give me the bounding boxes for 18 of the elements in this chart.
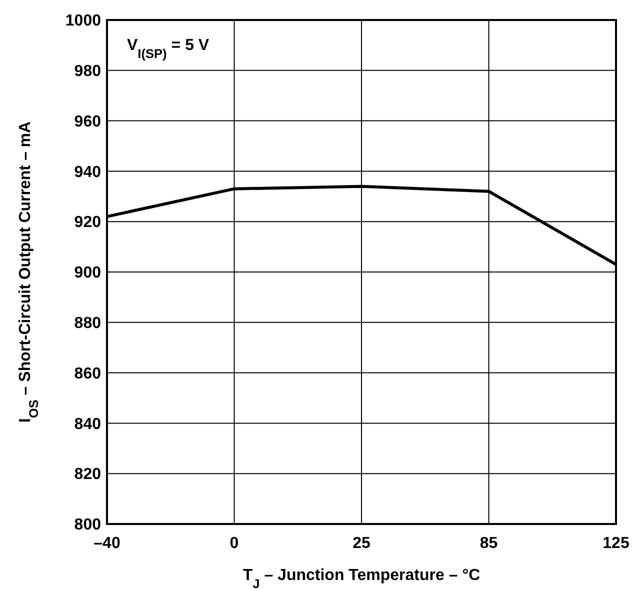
annotation: V$_{I(SP)}$ = 5 V [127,37,210,60]
y-tick-label: 960 [74,113,102,130]
x-tick-label: 85 [480,535,498,552]
y-tick-label: 920 [74,214,102,232]
y-tick-label: 860 [74,365,102,382]
y-tick-label: 900 [74,264,102,282]
y-tick-label: 880 [74,315,102,332]
y-tick-label: 940 [74,164,102,181]
x-axis-title: T$_{J}$ – Junction Temperature – °C [242,567,481,589]
x-tick-label: 125 [602,535,630,552]
y-tick-label: 820 [74,466,102,484]
y-tick-label: 840 [74,416,102,433]
y-tick-label: 800 [74,516,102,534]
x-tick-label: 25 [352,535,370,552]
x-tick-label: –40 [94,535,120,552]
y-tick-label: 980 [74,63,102,80]
y-tick-label: 1000 [65,12,102,30]
x-tick-label: 0 [230,535,239,552]
